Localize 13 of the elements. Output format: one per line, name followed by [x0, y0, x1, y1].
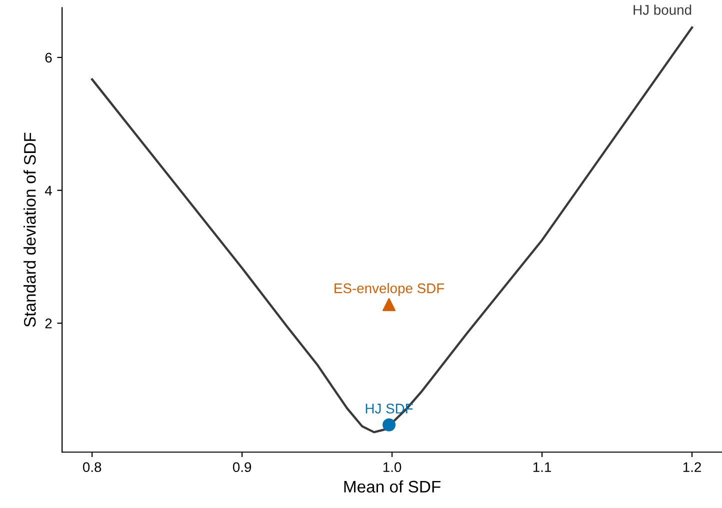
x-tick-label: 0.9 [232, 462, 252, 472]
series-label: ES-envelope SDF [334, 283, 444, 296]
series-label: HJ bound [634, 4, 692, 15]
y-tick-label: 4 [44, 186, 52, 196]
y-axis-title: Standard deviation of SDF [24, 132, 36, 327]
y-tick-label: 2 [45, 318, 52, 328]
x-tick-label: 1.1 [533, 462, 551, 472]
x-tick-label: 0.8 [82, 462, 102, 472]
x-tick-label: 1.2 [683, 462, 701, 472]
y-tick-label: 6 [45, 52, 52, 63]
line-series [90, 26, 694, 434]
x-tick-label: 1.0 [383, 462, 402, 472]
x-axis-title: Mean of SDF [344, 480, 440, 493]
